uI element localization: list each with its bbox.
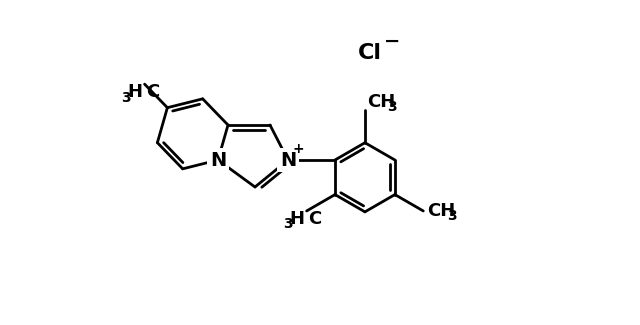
Text: N: N (280, 150, 296, 170)
Text: 3: 3 (284, 217, 293, 231)
Text: 3: 3 (387, 100, 397, 114)
Text: 3: 3 (447, 209, 457, 223)
Text: N: N (210, 150, 226, 170)
Text: CH: CH (428, 202, 456, 220)
Text: C: C (147, 83, 160, 101)
Text: CH: CH (367, 93, 395, 111)
Text: Cl: Cl (358, 43, 382, 63)
Text: H: H (127, 83, 143, 101)
Text: C: C (308, 210, 322, 228)
Text: H: H (290, 210, 305, 228)
Text: 3: 3 (121, 91, 131, 105)
Text: +: + (292, 142, 304, 156)
Text: −: − (384, 32, 400, 50)
